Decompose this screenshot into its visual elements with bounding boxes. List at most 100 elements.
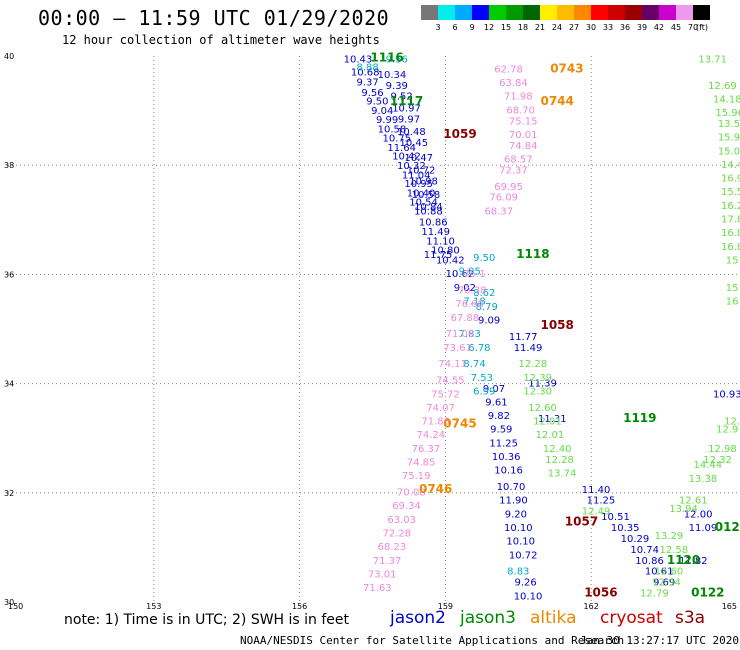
colorbar-tick-label: 36 [620, 23, 630, 32]
axis-ticks: 150 153 156 159 162 165 30 32 34 36 38 40 [4, 52, 737, 611]
swh-value-label: 11.09 [689, 523, 718, 534]
colorbar-swatch [540, 5, 557, 20]
swh-value-label: 10.10 [514, 591, 543, 602]
swh-value-label: 63.84 [499, 78, 528, 89]
legend-jason3: jason3 [460, 608, 516, 628]
swh-value-label: 12.30 [523, 387, 552, 398]
swh-value-label: 10.62 [446, 269, 475, 280]
swh-value-label: 71.37 [373, 556, 402, 567]
swh-value-label: 9.26 [514, 578, 536, 589]
swh-value-label: 12.28 [545, 455, 574, 466]
y-tick-label: 30 [4, 598, 14, 607]
swh-value-label: 12.60 [528, 403, 557, 414]
x-tick-label: 162 [584, 602, 599, 611]
footer-timestamp: Jan 30 13:27:17 UTC 2020 [580, 634, 739, 647]
swh-value-label: 10.48 [397, 127, 426, 138]
colorbar-tick-label: 6 [452, 23, 457, 32]
swh-value-label: 62.78 [494, 64, 523, 75]
swh-value-label: 9.50 [473, 253, 495, 264]
swh-value-label: 10.10 [506, 537, 535, 548]
swh-value-label: 10.35 [611, 523, 640, 534]
colorbar-swatch [421, 5, 438, 20]
colorbar-unit: (ft) [696, 23, 708, 32]
swh-value-label: 9.37 [357, 77, 379, 88]
swh-value-label: 10.54 [409, 198, 438, 209]
swh-value-label: 75.72 [431, 389, 460, 400]
swh-value-label: 15.92 [718, 133, 740, 144]
swh-value-label: 16 [726, 296, 739, 307]
swh-value-label: 69.34 [392, 501, 421, 512]
colorbar-tick-label: 15 [501, 23, 511, 32]
colorbar-swatch [489, 5, 506, 20]
swh-value-label: 10.93 [713, 389, 740, 400]
swh-value-label: 74.84 [509, 141, 538, 152]
swh-value-label: 13.74 [548, 468, 577, 479]
swh-value-label: 10.61 [645, 567, 674, 578]
swh-value-label: 9.02 [454, 283, 476, 294]
swh-value-label: 12.01 [533, 417, 562, 428]
swh-value-label: 15.5 [721, 187, 740, 198]
swh-value-label: 10.58 [378, 124, 407, 135]
swh-value-label: 71.09 [446, 329, 475, 340]
swh-value-label: 16.8 [721, 228, 740, 239]
swh-value-label: 10.36 [492, 452, 521, 463]
swh-value-label: 9.07 [483, 384, 505, 395]
swh-value-label: 73.61 [443, 343, 472, 354]
swh-value-label: 9.04 [371, 106, 393, 117]
swh-value-label: 15.02 [718, 146, 740, 157]
swh-value-label: 12.00 [684, 509, 713, 520]
legend-altika: altika [530, 608, 577, 628]
colorbar-swatch [642, 5, 659, 20]
x-tick-label: 156 [292, 602, 307, 611]
colorbar-tick-label: 42 [654, 23, 664, 32]
y-tick-label: 38 [4, 161, 14, 170]
swh-value-label: 10.98 [409, 176, 438, 187]
swh-value-label: 9.56 [361, 88, 383, 99]
swh-value-label: 75.1 [463, 269, 485, 280]
swh-value-label: 7.18 [463, 296, 485, 307]
swh-value-label: 10.86 [419, 217, 448, 228]
swh-value-label: 9.97 [398, 115, 420, 126]
swh-value-label: 74.11 [438, 359, 467, 370]
y-tick-label: 32 [4, 489, 14, 498]
swh-value-label: 9.85 [459, 266, 481, 277]
swh-value-label: 12.28 [519, 359, 548, 370]
swh-value-label: 10.34 [378, 70, 407, 81]
legend-jason2: jason2 [390, 608, 446, 628]
swh-value-label: 10.51 [601, 512, 630, 523]
swh-value-label: 10.68 [351, 68, 380, 79]
colorbar-swatch [676, 5, 693, 20]
pass-time-label: 1118 [516, 247, 549, 261]
colorbar-swatch [506, 5, 523, 20]
colorbar-swatch [472, 5, 489, 20]
swh-value-label: 13.38 [689, 474, 718, 485]
colorbar-swatch [625, 5, 642, 20]
swh-value-label: 69.95 [494, 182, 523, 193]
chart-title: 00:00 – 11:59 UTC 01/29/2020 [38, 6, 390, 30]
pass-time-label: 1059 [443, 127, 476, 141]
swh-value-label: 76.09 [489, 193, 518, 204]
swh-value-label: 17.8 [721, 215, 740, 226]
swh-value-label: 8.74 [463, 359, 485, 370]
swh-value-label: 12.60 [655, 567, 684, 578]
swh-value-label: 12.58 [659, 545, 688, 556]
pass-time-label: 012 [715, 520, 740, 534]
pass-time-label: 0744 [540, 94, 573, 108]
colorbar-legend: 3 6 9 12 15 18 21 24 27 30 33 36 39 42 45 70(ft) [421, 5, 710, 32]
pass-time-label: 1117 [390, 94, 423, 108]
legend-cryosat: cryosat [600, 608, 663, 628]
swh-value-label: 11.75 [424, 250, 453, 261]
swh-value-label: 12.39 [523, 373, 552, 384]
pass-time-label: 1116 [370, 50, 403, 64]
swh-value-label: 8.62 [473, 288, 495, 299]
swh-value-label: 13.57 [718, 119, 740, 130]
colorbar-tick-label: 30 [586, 23, 596, 32]
swh-value-label: 16.2 [721, 201, 740, 212]
swh-value-label: 11.31 [538, 414, 567, 425]
swh-value-label: 9.20 [505, 509, 527, 520]
swh-value-label: 67.88 [451, 313, 480, 324]
legend-s3a: s3a [675, 608, 706, 628]
swh-value-label: 7.83 [459, 329, 481, 340]
swh-value-label: 10.40 [407, 188, 436, 199]
swh-value-label: 11.77 [509, 332, 538, 343]
